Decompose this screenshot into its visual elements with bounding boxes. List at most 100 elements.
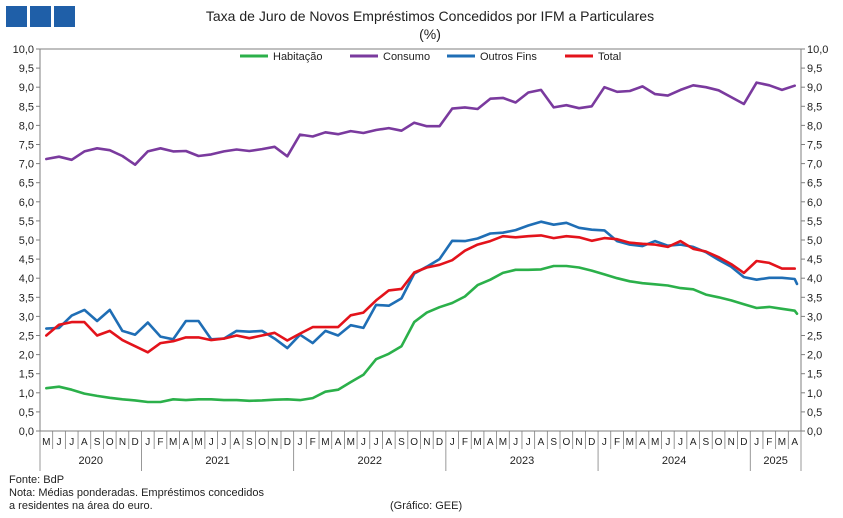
y-tick-label-left: 8,0: [19, 120, 34, 132]
month-label: O: [106, 437, 114, 448]
month-label: O: [562, 437, 570, 448]
month-label: D: [588, 437, 595, 448]
month-label: M: [499, 437, 507, 448]
month-label: J: [450, 437, 455, 448]
y-tick-label-left: 9,0: [19, 82, 34, 94]
series-line-habitacao: [44, 264, 799, 404]
y-tick-label-right: 0,0: [807, 426, 822, 438]
chart-title: Taxa de Juro de Novos Empréstimos Conced…: [206, 8, 654, 24]
y-tick-label-left: 5,5: [19, 216, 34, 228]
y-tick-label-right: 10,0: [807, 44, 828, 56]
logo-block: [6, 6, 27, 27]
month-label: M: [321, 437, 329, 448]
month-label: F: [462, 437, 468, 448]
month-label: F: [157, 437, 163, 448]
y-tick-label-right: 4,5: [807, 254, 822, 266]
month-label: J: [678, 437, 683, 448]
month-label: J: [209, 437, 214, 448]
month-label: M: [651, 437, 659, 448]
month-label: J: [69, 437, 74, 448]
year-label: 2022: [358, 455, 382, 467]
y-tick-label-right: 4,0: [807, 273, 822, 285]
year-label: 2024: [662, 455, 686, 467]
month-label: A: [791, 437, 798, 448]
chart-credit: (Gráfico: GEE): [390, 500, 463, 512]
month-label: S: [246, 437, 253, 448]
legend: Habitação Consumo Outros Fins Total: [240, 51, 621, 63]
y-tick-label-right: 2,0: [807, 350, 822, 362]
month-label: S: [703, 437, 710, 448]
y-tick-label-right: 3,0: [807, 311, 822, 323]
y-tick-label-left: 8,5: [19, 101, 34, 113]
month-label: F: [614, 437, 620, 448]
month-label: N: [119, 437, 126, 448]
y-tick-label-right: 5,0: [807, 235, 822, 247]
y-tick-label-right: 8,5: [807, 101, 822, 113]
month-label: J: [145, 437, 150, 448]
month-label: J: [374, 437, 379, 448]
month-label: A: [538, 437, 545, 448]
y-tick-label-left: 7,0: [19, 159, 34, 171]
y-tick-label-right: 9,0: [807, 82, 822, 94]
y-tick-label-left: 3,0: [19, 311, 34, 323]
month-label: N: [575, 437, 582, 448]
year-label: 2020: [78, 455, 102, 467]
y-tick-label-right: 2,5: [807, 331, 822, 343]
y-tick-label-right: 0,5: [807, 407, 822, 419]
month-label: O: [715, 437, 723, 448]
series-layer: [44, 81, 799, 404]
month-label: A: [233, 437, 240, 448]
y-tick-label-left: 0,0: [19, 426, 34, 438]
month-label: M: [778, 437, 786, 448]
month-label: J: [513, 437, 518, 448]
month-label: A: [81, 437, 88, 448]
month-label: A: [487, 437, 494, 448]
y-tick-label-left: 0,5: [19, 407, 34, 419]
y-tick-label-left: 3,5: [19, 292, 34, 304]
month-label: J: [57, 437, 62, 448]
month-label: A: [335, 437, 342, 448]
y-tick-label-right: 9,5: [807, 63, 822, 75]
y-tick-label-right: 7,0: [807, 159, 822, 171]
month-label: M: [347, 437, 355, 448]
year-label: 2021: [205, 455, 229, 467]
y-tick-label-right: 8,0: [807, 120, 822, 132]
month-label: F: [310, 437, 316, 448]
y-tick-label-right: 1,5: [807, 369, 822, 381]
y-tick-label-right: 3,5: [807, 292, 822, 304]
axes: 0,0 0,0 0,5 0,5 1,0 1,0 1,5 1,5 2,0 2,0 2,5 2,5 3,0 3…: [13, 44, 828, 471]
month-label: J: [361, 437, 366, 448]
month-label: D: [436, 437, 443, 448]
y-tick-label-right: 1,0: [807, 388, 822, 400]
year-label: 2023: [510, 455, 534, 467]
logo-block: [54, 6, 75, 27]
legend-label-total: Total: [598, 51, 621, 63]
logo-blocks: [6, 6, 75, 27]
y-tick-label-left: 10,0: [13, 44, 34, 56]
y-tick-label-right: 6,5: [807, 178, 822, 190]
legend-label-consumo: Consumo: [383, 51, 430, 63]
y-tick-label-left: 2,0: [19, 350, 34, 362]
note-line-2: a residentes na área do euro.: [9, 500, 153, 512]
y-tick-label-left: 2,5: [19, 331, 34, 343]
y-tick-label-left: 4,5: [19, 254, 34, 266]
month-label: J: [221, 437, 226, 448]
month-label: N: [271, 437, 278, 448]
month-label: A: [690, 437, 697, 448]
month-label: O: [410, 437, 418, 448]
y-tick-label-left: 9,5: [19, 63, 34, 75]
y-tick-label-left: 6,0: [19, 197, 34, 209]
month-label: D: [740, 437, 747, 448]
month-label: A: [639, 437, 646, 448]
y-tick-label-left: 4,0: [19, 273, 34, 285]
month-label: M: [194, 437, 202, 448]
month-label: S: [398, 437, 405, 448]
month-label: J: [526, 437, 531, 448]
chart-subtitle: (%): [419, 26, 441, 42]
month-label: N: [728, 437, 735, 448]
month-label: D: [132, 437, 139, 448]
month-label: S: [94, 437, 101, 448]
month-label: J: [298, 437, 303, 448]
y-tick-label-left: 7,5: [19, 140, 34, 152]
